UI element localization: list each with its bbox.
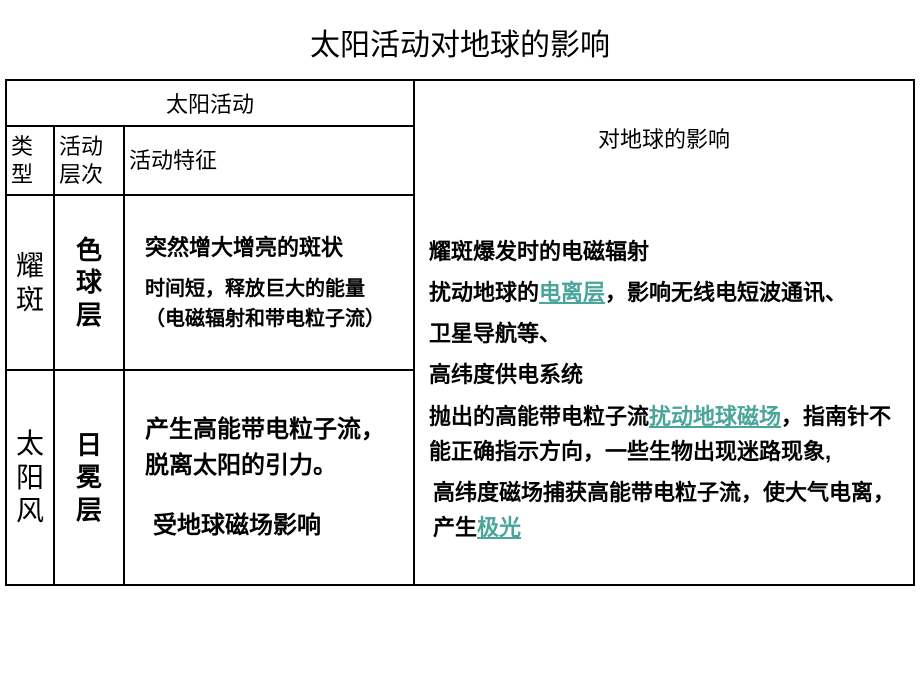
main-table: 太阳活动 对地球的影响 类 型 活动 层次 活动特征 耀 斑 色 球 层 突然增… — [5, 79, 915, 586]
header-row-1: 太阳活动 对地球的影响 — [6, 80, 914, 126]
layer-cell-rimian: 日 冕 层 — [54, 370, 124, 585]
header-left: 太阳活动 — [6, 80, 414, 126]
effect-line: 扰动地球的电离层，影响无线电短波通讯、 — [429, 275, 901, 310]
effects-cell: 耀斑爆发时的电磁辐射 扰动地球的电离层，影响无线电短波通讯、 卫星导航等、 高纬… — [414, 195, 914, 585]
highlight-jiguang: 极光 — [477, 515, 521, 540]
feature-cell-taiyangfeng: 产生高能带电粒子流，脱离太阳的引力。 受地球磁场影响 — [124, 370, 414, 585]
type-cell-yaoban: 耀 斑 — [6, 195, 54, 370]
effect-line: 卫星导航等、 — [429, 316, 901, 351]
header-type: 类 型 — [6, 126, 54, 195]
effect-text: ，影响无线电短波通讯、 — [605, 280, 847, 305]
effect-line: 耀斑爆发时的电磁辐射 — [429, 234, 901, 269]
effect-text: 扰动地球的 — [429, 280, 539, 305]
layer-cell-seqiu: 色 球 层 — [54, 195, 124, 370]
feature-line: 时间短，释放巨大的能量（电磁辐射和带电粒子流） — [145, 274, 403, 334]
feature-line: 受地球磁场影响 — [145, 508, 403, 544]
effect-text: 抛出的高能带电粒子流 — [429, 404, 649, 429]
highlight-dianliceng: 电离层 — [539, 280, 605, 305]
page: 太阳活动对地球的影响 太阳活动 对地球的影响 类 型 活动 层次 活动特征 耀 … — [0, 0, 920, 690]
feature-cell-yaoban: 突然增大增亮的斑状 时间短，释放巨大的能量（电磁辐射和带电粒子流） — [124, 195, 414, 370]
effect-line: 高纬度磁场捕获高能带电粒子流，使大气电离，产生极光 — [429, 475, 901, 545]
effect-line: 高纬度供电系统 — [429, 357, 901, 392]
feature-line: 突然增大增亮的斑状 — [145, 231, 403, 264]
header-right: 对地球的影响 — [414, 80, 914, 195]
header-layer: 活动 层次 — [54, 126, 124, 195]
highlight-cichang: 扰动地球磁场 — [649, 404, 781, 429]
feature-line: 产生高能带电粒子流，脱离太阳的引力。 — [145, 412, 403, 484]
page-title: 太阳活动对地球的影响 — [0, 0, 920, 79]
effect-line: 抛出的高能带电粒子流扰动地球磁场，指南针不能正确指示方向，一些生物出现迷路现象, — [429, 399, 901, 469]
table-row: 耀 斑 色 球 层 突然增大增亮的斑状 时间短，释放巨大的能量（电磁辐射和带电粒… — [6, 195, 914, 370]
type-cell-taiyangfeng: 太 阳 风 — [6, 370, 54, 585]
header-feature: 活动特征 — [124, 126, 414, 195]
